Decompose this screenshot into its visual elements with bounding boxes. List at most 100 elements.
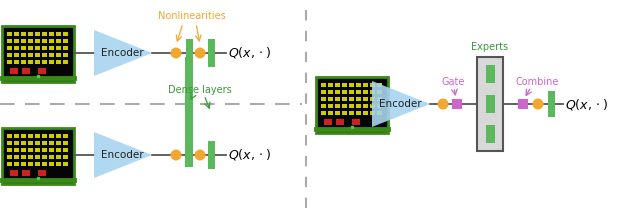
Text: Encoder: Encoder	[379, 99, 421, 109]
Bar	[328, 97, 333, 101]
Bar	[28, 60, 33, 64]
Bar	[63, 60, 68, 64]
Bar	[35, 46, 40, 50]
Bar	[356, 111, 361, 115]
Bar	[21, 162, 26, 166]
Bar	[42, 53, 47, 57]
Bar	[548, 91, 555, 117]
Bar	[321, 97, 326, 101]
Bar	[42, 39, 47, 43]
Bar	[486, 125, 495, 143]
Bar	[49, 134, 54, 138]
Text: Encoder: Encoder	[101, 48, 143, 58]
Bar	[42, 32, 47, 36]
Bar	[342, 97, 347, 101]
Bar	[49, 141, 54, 145]
Bar	[185, 39, 193, 67]
Bar	[49, 32, 54, 36]
Bar	[49, 46, 54, 50]
Bar	[56, 141, 61, 145]
Bar	[14, 53, 19, 57]
Bar	[7, 32, 12, 36]
Bar	[28, 39, 33, 43]
Bar	[7, 162, 12, 166]
Bar	[356, 90, 361, 94]
Bar	[356, 97, 361, 101]
Bar	[370, 83, 375, 87]
Text: $Q(x,\cdot)$: $Q(x,\cdot)$	[228, 46, 271, 61]
Bar	[28, 46, 33, 50]
Bar	[56, 148, 61, 152]
Bar	[14, 46, 19, 50]
Bar	[38, 68, 46, 74]
Bar	[28, 162, 33, 166]
Text: $Q(x,\cdot)$: $Q(x,\cdot)$	[565, 97, 608, 111]
Bar	[349, 90, 354, 94]
Bar	[49, 162, 54, 166]
Bar	[185, 57, 193, 167]
Bar	[22, 170, 30, 176]
Bar	[42, 162, 47, 166]
Bar	[14, 32, 19, 36]
Bar	[377, 111, 382, 115]
Bar	[28, 141, 33, 145]
Bar	[35, 141, 40, 145]
Bar	[7, 155, 12, 159]
Bar	[14, 155, 19, 159]
Bar	[14, 134, 19, 138]
Bar	[363, 97, 368, 101]
Bar	[14, 141, 19, 145]
Bar	[63, 39, 68, 43]
Bar	[486, 95, 495, 113]
Bar	[316, 77, 388, 133]
Bar	[486, 65, 495, 83]
Bar	[28, 32, 33, 36]
Bar	[21, 39, 26, 43]
Bar	[477, 57, 503, 151]
Bar	[28, 155, 33, 159]
Bar	[35, 32, 40, 36]
Bar	[342, 83, 347, 87]
Circle shape	[195, 150, 205, 161]
Text: Encoder: Encoder	[101, 150, 143, 160]
Bar	[7, 53, 12, 57]
Bar	[324, 119, 332, 125]
Bar	[363, 83, 368, 87]
Bar	[328, 83, 333, 87]
Bar	[7, 148, 12, 152]
Text: Experts: Experts	[471, 42, 508, 52]
Bar	[49, 60, 54, 64]
Bar	[328, 90, 333, 94]
Bar	[7, 39, 12, 43]
Bar	[10, 170, 18, 176]
Bar	[2, 26, 74, 82]
Bar	[56, 134, 61, 138]
Bar	[352, 119, 360, 125]
Bar	[321, 83, 326, 87]
Bar	[452, 99, 462, 109]
Bar	[7, 134, 12, 138]
Bar	[35, 39, 40, 43]
Bar	[49, 148, 54, 152]
Bar	[328, 104, 333, 108]
Bar	[56, 53, 61, 57]
Bar	[370, 111, 375, 115]
Circle shape	[195, 47, 205, 58]
Bar	[518, 99, 528, 109]
Text: Nonlinearities: Nonlinearities	[158, 11, 226, 21]
Text: Dense layers: Dense layers	[168, 85, 232, 95]
Bar	[21, 155, 26, 159]
Bar	[35, 155, 40, 159]
Bar	[342, 104, 347, 108]
Polygon shape	[372, 81, 430, 127]
Circle shape	[438, 99, 448, 109]
Bar	[42, 148, 47, 152]
Bar	[363, 104, 368, 108]
Text: Gate: Gate	[441, 77, 464, 87]
Bar	[63, 162, 68, 166]
Bar	[377, 97, 382, 101]
Bar	[2, 128, 74, 184]
Bar	[63, 134, 68, 138]
Bar	[21, 60, 26, 64]
Bar	[363, 111, 368, 115]
